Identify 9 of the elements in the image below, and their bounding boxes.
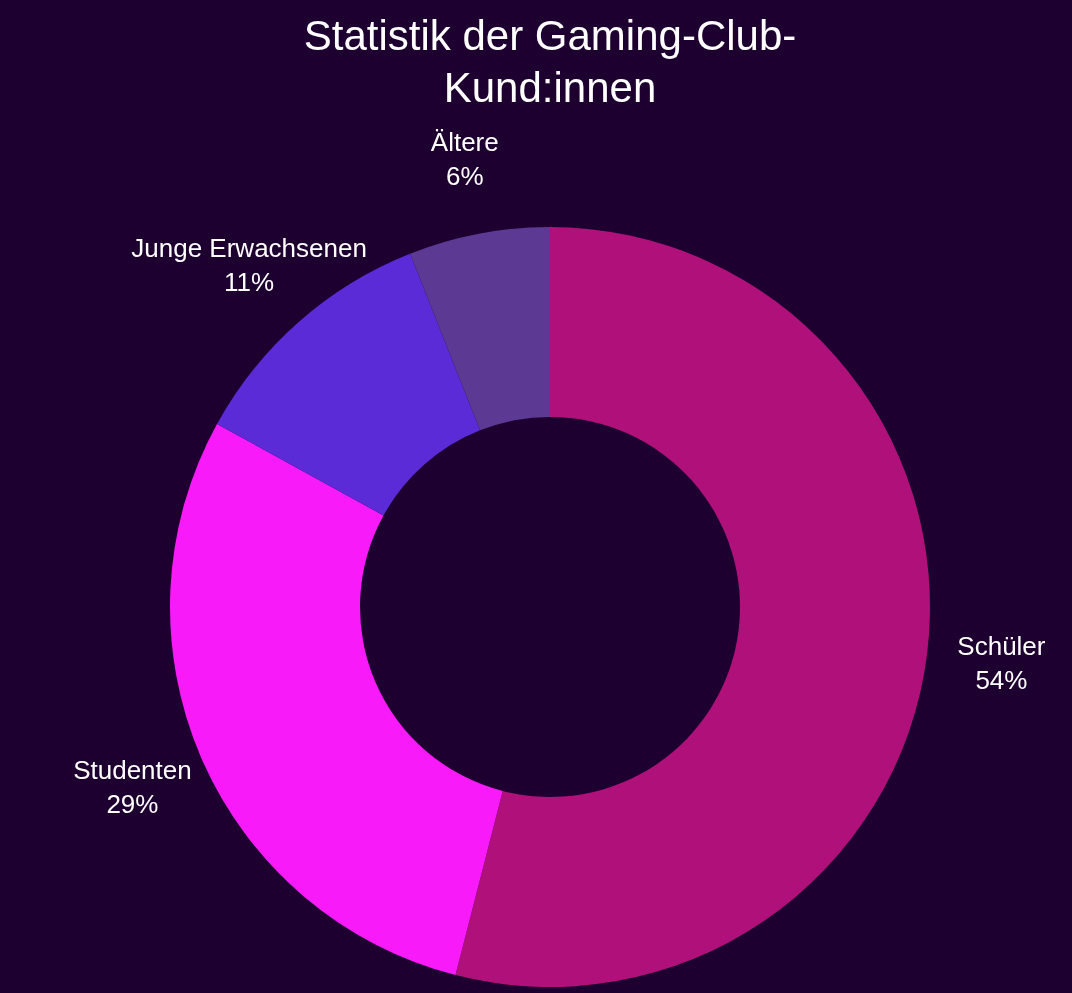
data-label: 29% — [106, 788, 159, 819]
slice-label: Junge Erwachsenen — [131, 232, 367, 263]
slice-label: Schüler — [957, 631, 1046, 662]
data-label: 11% — [224, 266, 275, 297]
chart-title: Statistik der Gaming-Club-Kund:innen — [302, 11, 798, 113]
slice-label: Ältere — [430, 127, 499, 158]
slice-label: Studenten — [73, 754, 192, 785]
data-label: 54% — [975, 665, 1028, 696]
data-label: 6% — [445, 161, 484, 192]
